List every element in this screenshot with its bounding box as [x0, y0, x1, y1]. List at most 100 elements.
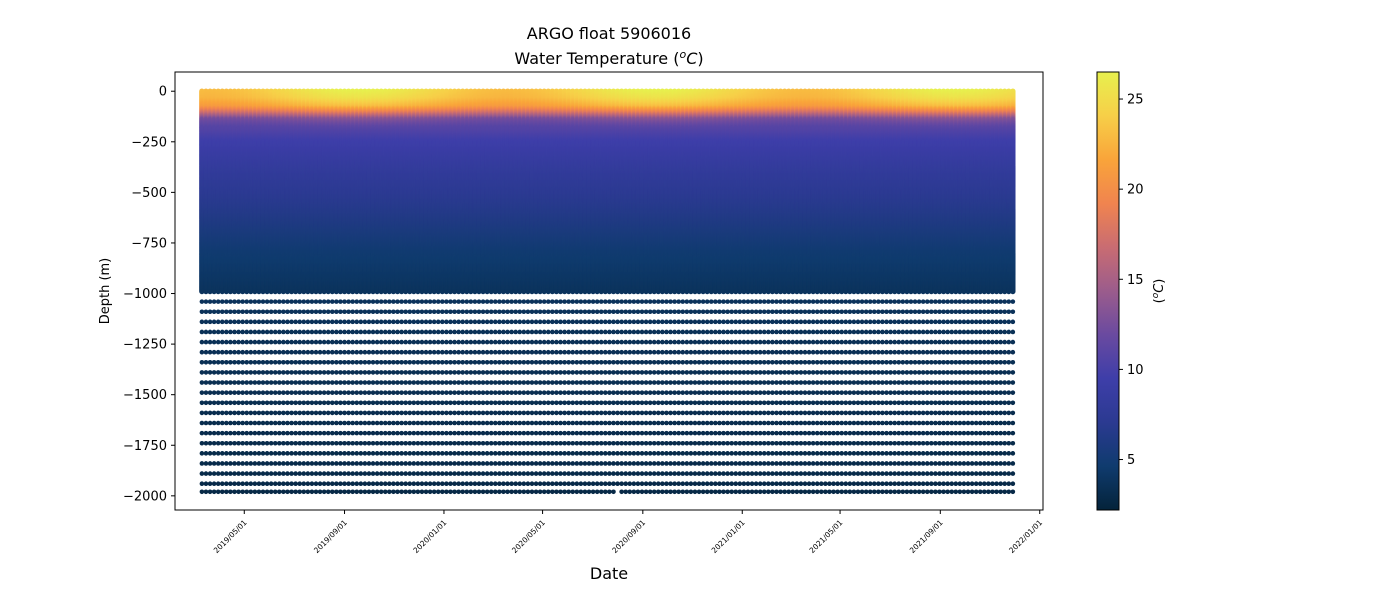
- profile-point: [200, 350, 205, 355]
- profile-point: [216, 441, 221, 446]
- profile-point: [232, 370, 237, 375]
- profile-point: [200, 461, 205, 466]
- profile-point: [228, 411, 233, 416]
- profile-point: [240, 380, 245, 385]
- profile-point: [200, 360, 205, 365]
- profile-point: [212, 441, 217, 446]
- profile-point: [232, 340, 237, 345]
- profile-point: [220, 431, 225, 436]
- profile-point: [208, 471, 213, 476]
- profile-point: [224, 431, 229, 436]
- profile-point: [208, 451, 213, 456]
- profile-point: [228, 380, 233, 385]
- profile-point: [212, 421, 217, 426]
- profile-point: [228, 400, 233, 405]
- profile-point: [228, 390, 233, 395]
- profile-point: [208, 489, 213, 494]
- profile-point: [232, 421, 237, 426]
- profile-point: [216, 489, 221, 494]
- profile-point: [236, 411, 241, 416]
- profile-point: [220, 380, 225, 385]
- profile-point: [232, 309, 237, 314]
- profile-point: [236, 431, 241, 436]
- profile-point: [232, 481, 237, 486]
- profile-point: [208, 340, 213, 345]
- profile-point: [220, 350, 225, 355]
- profile-point: [224, 340, 229, 345]
- profile-point: [208, 360, 213, 365]
- profile-point: [236, 471, 241, 476]
- profile-point: [204, 400, 209, 405]
- profile-point: [204, 421, 209, 426]
- profile-point: [204, 309, 209, 314]
- profile-point: [240, 471, 245, 476]
- profile-point: [236, 330, 241, 335]
- profile-point: [204, 330, 209, 335]
- profile-point: [204, 489, 209, 494]
- profile-point: [204, 411, 209, 416]
- profile-point: [228, 451, 233, 456]
- profile-point: [240, 309, 245, 314]
- profile-point: [240, 411, 245, 416]
- profile-point: [200, 390, 205, 395]
- profile-point: [212, 461, 217, 466]
- profile-point: [216, 370, 221, 375]
- profile-point: [212, 309, 217, 314]
- profile-point: [240, 330, 245, 335]
- profile-point: [236, 489, 241, 494]
- profile-point: [216, 471, 221, 476]
- profile-point: [224, 330, 229, 335]
- profile-point: [232, 451, 237, 456]
- profile-point: [240, 421, 245, 426]
- profile-point: [228, 309, 233, 314]
- profile-point: [232, 411, 237, 416]
- profile-point: [204, 380, 209, 385]
- profile-point: [212, 431, 217, 436]
- profile-point: [216, 340, 221, 345]
- profile-point: [240, 489, 245, 494]
- scatter-points: [199, 89, 1015, 495]
- profile-point: [232, 431, 237, 436]
- profile-point: [224, 360, 229, 365]
- profile-point: [204, 360, 209, 365]
- profile-point: [224, 481, 229, 486]
- profile-point: [240, 340, 245, 345]
- subtitle-prefix: Water Temperature (: [514, 49, 679, 68]
- profile-point: [228, 481, 233, 486]
- profile-point: [212, 330, 217, 335]
- chart-subtitle: Water Temperature (oC): [514, 48, 703, 68]
- profile-point: [212, 320, 217, 325]
- profile-point: [204, 431, 209, 436]
- profile-point: [204, 481, 209, 486]
- profile-point: [204, 350, 209, 355]
- profile-point: [228, 340, 233, 345]
- profile-point: [224, 370, 229, 375]
- profile-point: [208, 400, 213, 405]
- profile-point: [216, 461, 221, 466]
- profile-point: [200, 481, 205, 486]
- profile-point: [200, 320, 205, 325]
- profile-point: [236, 400, 241, 405]
- profile-point: [232, 489, 237, 494]
- profile-point: [208, 309, 213, 314]
- profile-point: [240, 400, 245, 405]
- profile-point: [236, 380, 241, 385]
- profile-point: [216, 320, 221, 325]
- profile-point: [224, 421, 229, 426]
- profile-point: [212, 481, 217, 486]
- profile-point: [236, 370, 241, 375]
- profile-point: [240, 461, 245, 466]
- profile-point: [216, 421, 221, 426]
- profile-point: [224, 441, 229, 446]
- profile-point: [240, 481, 245, 486]
- profile-point: [240, 370, 245, 375]
- profile-point: [220, 461, 225, 466]
- profile-point: [212, 400, 217, 405]
- profile-point: [232, 390, 237, 395]
- profile-point: [212, 471, 217, 476]
- profile-point: [212, 390, 217, 395]
- profile-point: [228, 489, 233, 494]
- profile-point: [240, 320, 245, 325]
- profile-point: [232, 461, 237, 466]
- profile-point: [232, 320, 237, 325]
